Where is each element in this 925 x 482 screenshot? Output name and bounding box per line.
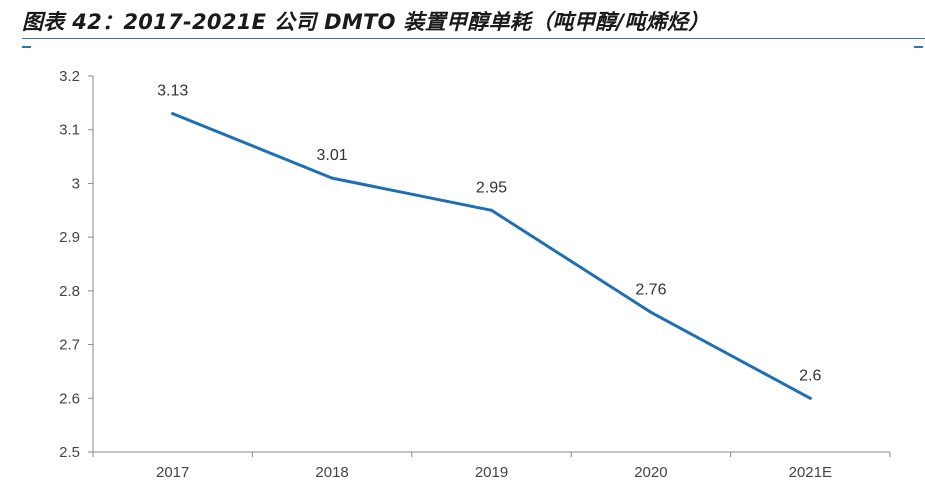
chart-title: 图表 42：2017-2021E 公司 DMTO 装置甲醇单耗（吨甲醇/吨烯烃） — [22, 10, 710, 34]
data-point — [649, 310, 653, 314]
y-axis-ticks: 2.5 2.6 2.7 2.8 2.9 3 3.1 3.2 — [59, 68, 93, 461]
chart-axes — [92, 76, 890, 453]
y-tick-label: 2.9 — [59, 229, 80, 246]
data-labels: 3.13 3.01 2.95 2.76 2.6 — [157, 83, 821, 385]
y-tick-label: 3 — [72, 175, 80, 192]
data-label: 3.01 — [317, 147, 348, 164]
x-tick-label: 2021E — [789, 464, 832, 481]
x-tick-label: 2018 — [315, 464, 348, 481]
data-label: 2.95 — [476, 179, 507, 196]
y-tick-label: 2.7 — [59, 337, 80, 354]
y-tick-label: 3.2 — [59, 68, 80, 85]
y-tick-label: 2.8 — [59, 283, 80, 300]
x-tick-label: 2017 — [156, 464, 189, 481]
series-line — [171, 112, 812, 400]
data-point — [171, 112, 175, 116]
y-tick-label: 2.6 — [59, 390, 80, 407]
left-accent-mark — [22, 46, 31, 48]
data-point — [808, 396, 812, 400]
y-tick-label: 2.5 — [59, 444, 80, 461]
x-axis-ticks: 2017 2018 2019 2020 2021E — [92, 452, 891, 481]
data-label: 2.76 — [635, 281, 666, 298]
x-tick-label: 2019 — [475, 464, 508, 481]
right-accent-mark — [914, 46, 923, 48]
series-group — [171, 112, 812, 400]
data-point — [330, 176, 334, 180]
title-underline — [22, 38, 925, 39]
data-label: 3.13 — [157, 83, 188, 100]
data-label: 2.6 — [799, 367, 821, 384]
y-tick-label: 3.1 — [59, 122, 80, 139]
x-tick-label: 2020 — [634, 464, 667, 481]
data-point — [490, 208, 493, 212]
